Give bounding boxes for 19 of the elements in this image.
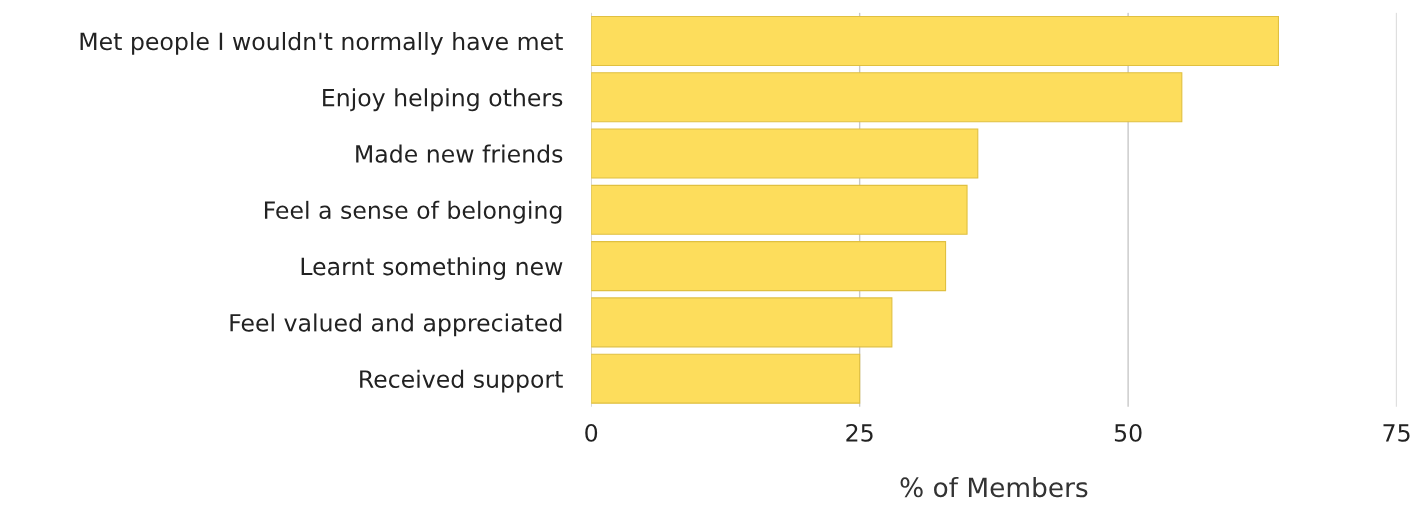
- bar: [591, 128, 979, 179]
- x-tick-label: 50: [1114, 423, 1142, 442]
- y-tick-label: Met people I wouldn't normally have met: [80, 32, 563, 55]
- y-tick-label: Received support: [360, 369, 563, 393]
- y-tick-label: Feel valued and appreciated: [230, 313, 562, 337]
- x-tick-label: 25: [846, 423, 873, 442]
- y-tick-label: Learnt something new: [301, 257, 563, 280]
- bar: [591, 353, 861, 404]
- y-tick-label: Enjoy helping others: [323, 88, 563, 112]
- y-tick-label: Feel a sense of belonging: [264, 200, 562, 224]
- x-tick-label: 75: [1383, 424, 1410, 442]
- bar: [591, 72, 1183, 123]
- y-tick-label: Made new friends: [356, 144, 563, 163]
- bar: [591, 297, 893, 348]
- bar: [591, 241, 947, 292]
- x-tick-label: 0: [585, 423, 598, 442]
- bar: [591, 184, 968, 235]
- x-axis-title: % of Members: [900, 476, 1088, 498]
- bar: [591, 15, 1280, 67]
